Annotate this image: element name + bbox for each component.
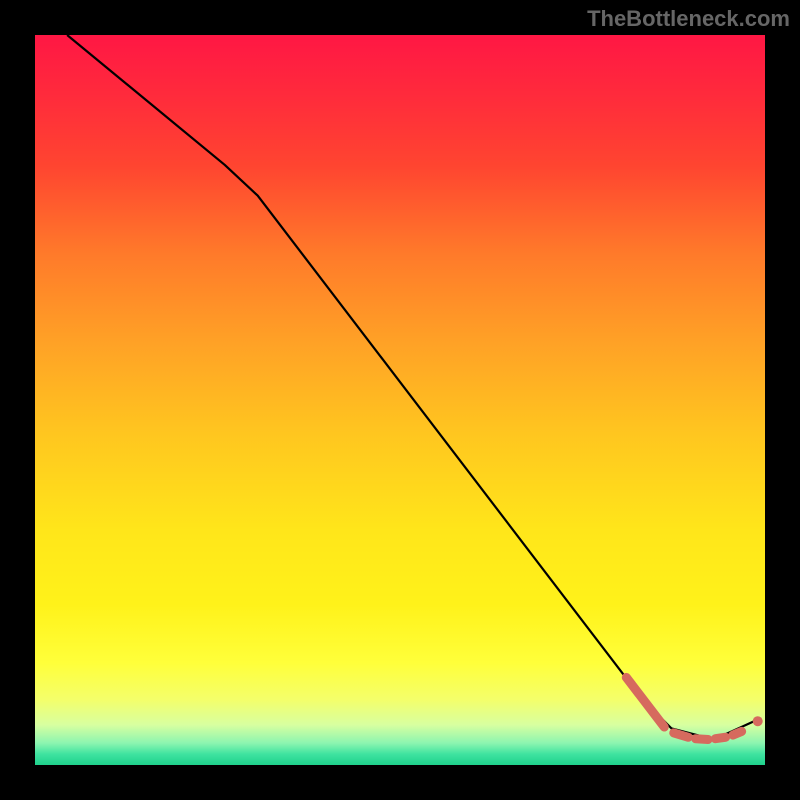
main-curve (67, 35, 754, 739)
marker-segment (626, 677, 664, 727)
plot-area (35, 35, 765, 765)
chart-container: TheBottleneck.com (0, 0, 800, 800)
marker-dash (733, 731, 742, 735)
marker-end-dot (753, 716, 763, 726)
marker-dash (696, 739, 708, 740)
chart-lines (35, 35, 765, 765)
marker-dash (715, 737, 725, 738)
watermark-text: TheBottleneck.com (587, 6, 790, 32)
marker-dash (674, 733, 689, 737)
